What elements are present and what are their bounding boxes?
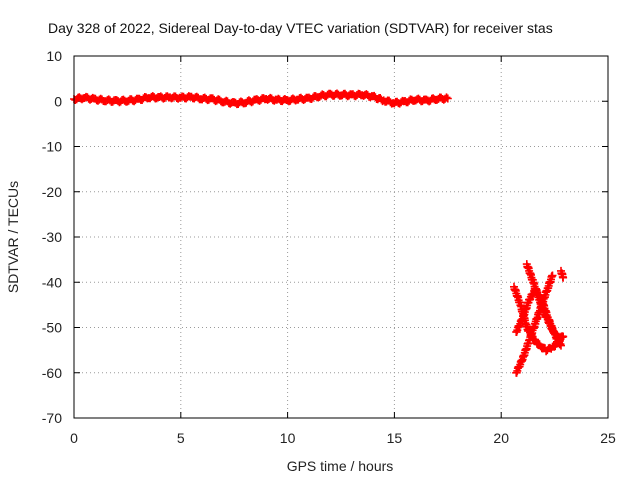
data-point — [559, 273, 568, 282]
x-tick-label: 5 — [177, 430, 185, 446]
axis-ticks: 10 0 -10 -20 -30 -40 -50 -60 -70 0 5 10 15 20 25 — [42, 48, 616, 446]
y-tick-label: -60 — [42, 365, 62, 381]
chart-title: Day 328 of 2022, Sidereal Day-to-day VTE… — [48, 20, 553, 36]
x-axis-label: GPS time / hours — [287, 458, 394, 474]
y-tick-label: -10 — [42, 139, 62, 155]
x-tick-label: 10 — [280, 430, 296, 446]
data-point — [443, 94, 452, 103]
data-point — [557, 341, 565, 350]
x-tick-label: 15 — [387, 430, 403, 446]
y-tick-label: 10 — [46, 48, 62, 64]
y-tick-label: 0 — [54, 93, 62, 109]
y-tick-label: -50 — [42, 320, 62, 336]
x-tick-label: 25 — [600, 430, 616, 446]
y-tick-label: -40 — [42, 274, 62, 290]
data-point — [559, 332, 568, 341]
y-tick-label: -70 — [42, 410, 62, 426]
grid-lines — [74, 56, 608, 418]
x-tick-label: 20 — [493, 430, 509, 446]
plot-frame — [73, 55, 609, 419]
data-points — [70, 89, 568, 377]
data-series — [512, 271, 557, 377]
data-point — [548, 271, 557, 280]
data-series — [70, 89, 452, 109]
data-point — [442, 93, 451, 102]
y-tick-label: -30 — [42, 229, 62, 245]
data-series — [557, 266, 568, 282]
x-tick-label: 0 — [70, 430, 78, 446]
y-tick-label: -20 — [42, 184, 62, 200]
y-axis-label: SDTVAR / TECUs — [5, 181, 21, 293]
